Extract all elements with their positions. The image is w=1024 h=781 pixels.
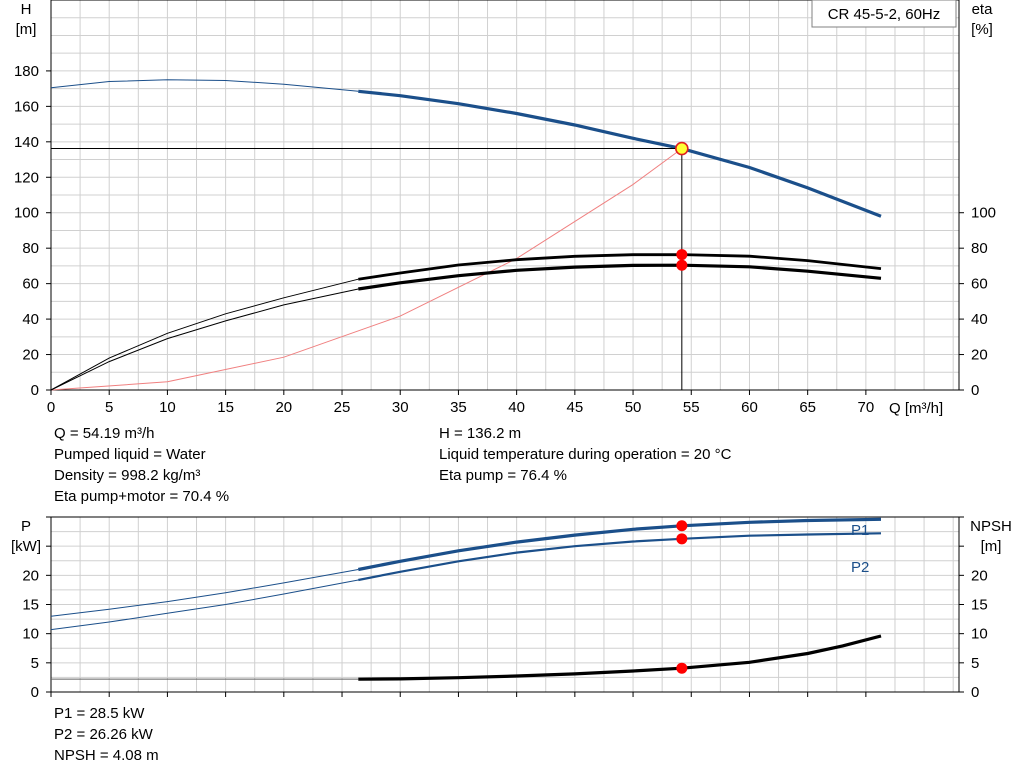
eta-tick-label: 0 — [971, 382, 979, 399]
p-axis-label: P — [21, 518, 31, 535]
info-density: Density = 998.2 kg/m³ — [54, 467, 201, 484]
info-head: H = 136.2 m — [439, 425, 522, 442]
npsh-tick-label: 10 — [971, 626, 988, 643]
eta-pump-motor-extended — [50, 288, 359, 391]
h-tick-label: 180 — [14, 63, 39, 80]
q-tick-label: 65 — [799, 399, 816, 416]
title-box: CR 45-5-2, 60Hz — [811, 0, 957, 28]
q-tick-label: 50 — [625, 399, 642, 416]
h-tick-label: 40 — [22, 311, 39, 328]
q-tick-label: 20 — [275, 399, 292, 416]
h-axis-unit: [m] — [16, 21, 37, 38]
p2-duty-point — [676, 533, 688, 545]
eta-tick-label: 40 — [971, 311, 988, 328]
p2-extended — [50, 579, 359, 631]
q-tick-label: 30 — [392, 399, 409, 416]
q-tick-label: 60 — [741, 399, 758, 416]
eta-axis-label: eta — [972, 1, 994, 18]
p1-curve — [357, 517, 882, 572]
npsh-axis-label: NPSH — [970, 518, 1012, 535]
system-curve — [50, 148, 683, 391]
npsh-tick-label: 15 — [971, 597, 988, 614]
info-eta-pump: Eta pump = 76.4 % — [439, 467, 567, 484]
info-npsh: NPSH = 4.08 m — [54, 747, 159, 764]
p-axis-unit: [kW] — [11, 538, 41, 555]
head-duty-point — [675, 141, 689, 156]
h-tick-label: 60 — [22, 276, 39, 293]
p-tick-label: 10 — [22, 626, 39, 643]
h-tick-label: 140 — [14, 134, 39, 151]
head-extended — [50, 79, 359, 92]
eta-pump-extended — [50, 278, 359, 391]
q-tick-label: 0 — [47, 399, 55, 416]
q-tick-label: 40 — [508, 399, 525, 416]
info-liquid-temperature: Liquid temperature during operation = 20… — [439, 446, 732, 463]
p2-curve-label: P2 — [851, 559, 869, 576]
p1-duty-point — [676, 520, 688, 532]
p-tick-label: 15 — [22, 597, 39, 614]
eta-tick-label: 60 — [971, 276, 988, 293]
npsh-tick-label: 5 — [971, 655, 979, 672]
npsh-duty-point — [676, 662, 688, 674]
eta-axis-unit: [%] — [971, 21, 993, 38]
h-tick-label: 0 — [31, 382, 39, 399]
npsh-tick-label: 20 — [971, 567, 988, 584]
p-tick-label: 0 — [31, 684, 39, 701]
q-tick-label: 25 — [334, 399, 351, 416]
info-pumped-liquid: Pumped liquid = Water — [54, 446, 206, 463]
info-eta-pump-motor: Eta pump+motor = 70.4 % — [54, 488, 230, 505]
npsh-axis-unit: [m] — [981, 538, 1002, 555]
q-tick-label: 15 — [217, 399, 234, 416]
top-panel-grid — [50, 0, 959, 391]
info-block-top-left: Q = 54.19 m³/h Pumped liquid = Water Den… — [54, 423, 229, 507]
info-flow: Q = 54.19 m³/h — [54, 425, 155, 442]
top-panel-ticks: 0 20 40 60 80 100 120 140 160 180 0 20 40 60 80 100 0 5 10… — [14, 63, 996, 416]
q-tick-label: 5 — [105, 399, 113, 416]
head-curve — [358, 89, 882, 218]
top-panel-frame — [50, 0, 960, 391]
eta-pump-duty-point — [676, 249, 688, 261]
p-tick-label: 20 — [22, 567, 39, 584]
p1-curve-label: P1 — [851, 522, 869, 539]
info-p2: P2 = 26.26 kW — [54, 726, 153, 743]
p1-extended — [50, 569, 359, 617]
q-tick-label: 35 — [450, 399, 467, 416]
bottom-panel-ticks: 0 5 10 15 20 0 5 10 15 20 — [22, 516, 988, 701]
p2-curve — [358, 532, 882, 582]
eta-tick-label: 20 — [971, 347, 988, 364]
q-tick-label: 45 — [567, 399, 584, 416]
info-p1: P1 = 28.5 kW — [54, 705, 145, 722]
eta-tick-label: 100 — [971, 205, 996, 222]
eta-pump-motor-curve — [358, 263, 882, 291]
eta-tick-label: 80 — [971, 240, 988, 257]
h-axis-label: H — [21, 1, 32, 18]
h-tick-label: 160 — [14, 98, 39, 115]
npsh-curve — [358, 634, 882, 681]
info-block-top-right: H = 136.2 m Liquid temperature during op… — [439, 423, 731, 486]
top-panel-curves — [50, 79, 882, 391]
q-tick-label: 10 — [159, 399, 176, 416]
h-tick-label: 80 — [22, 240, 39, 257]
q-tick-label: 55 — [683, 399, 700, 416]
title-box-frame — [811, 0, 957, 28]
info-block-bottom: P1 = 28.5 kW P2 = 26.26 kW NPSH = 4.08 m — [54, 703, 159, 766]
chart-title: CR 45-5-2, 60Hz — [828, 6, 941, 23]
eta-pump-curve — [358, 253, 882, 281]
h-tick-label: 100 — [14, 205, 39, 222]
bottom-panel-curves — [50, 517, 882, 681]
q-axis-label: Q [m³/h] — [889, 400, 943, 417]
h-tick-label: 120 — [14, 169, 39, 186]
q-tick-label: 70 — [858, 399, 875, 416]
h-tick-label: 20 — [22, 347, 39, 364]
npsh-tick-label: 0 — [971, 684, 979, 701]
eta-pump-motor-duty-point — [676, 259, 688, 271]
p-tick-label: 5 — [31, 655, 39, 672]
